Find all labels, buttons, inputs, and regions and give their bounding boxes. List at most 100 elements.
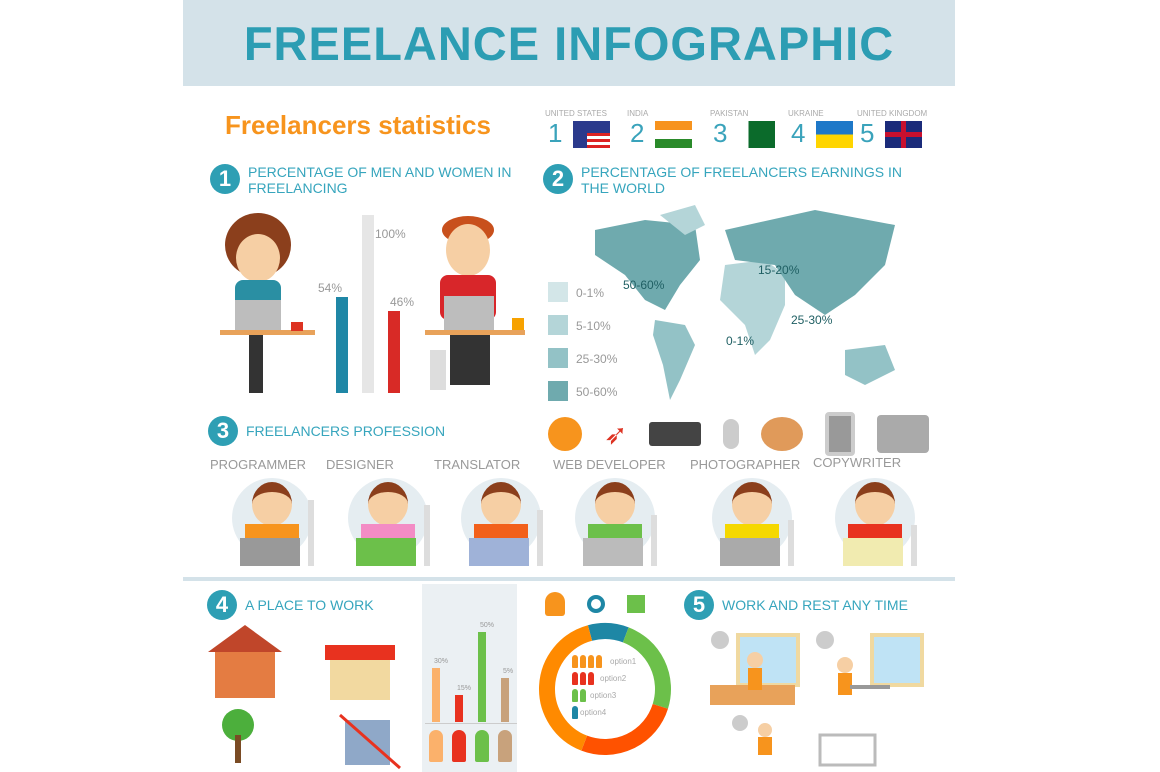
profession-label: PROGRAMMER bbox=[210, 457, 307, 472]
section-number: 5 bbox=[684, 590, 714, 620]
legend-swatch bbox=[548, 315, 568, 335]
person-icon bbox=[498, 730, 512, 762]
person-icon bbox=[588, 655, 594, 668]
donut-option-label: option2 bbox=[600, 674, 627, 683]
profession-shirt bbox=[848, 524, 902, 540]
country-name: UKRAINE bbox=[788, 109, 824, 118]
tree-icon bbox=[222, 709, 254, 741]
gender-bar bbox=[362, 215, 374, 393]
person-icon bbox=[572, 706, 578, 719]
section-title: A PLACE TO WORK bbox=[245, 597, 374, 613]
place-bar-label: 15% bbox=[457, 685, 472, 692]
country-name: UNITED STATES bbox=[545, 109, 607, 118]
donut-option-label: option1 bbox=[610, 657, 637, 666]
country-name: PAKISTAN bbox=[710, 109, 749, 118]
woman-freelancer-illustration bbox=[220, 213, 315, 393]
section-1-heading: 1 PERCENTAGE OF MEN AND WOMEN IN FREELANC… bbox=[210, 164, 530, 196]
place-bar-label: 5% bbox=[503, 668, 514, 675]
profession-label: PHOTOGRAPHER bbox=[690, 457, 801, 472]
us-flag-icon bbox=[573, 121, 610, 148]
section-2-heading: 2 PERCENTAGE OF FREELANCERS EARNINGS IN T… bbox=[543, 164, 923, 196]
map-label: 50-60% bbox=[623, 278, 665, 292]
person-icon bbox=[572, 655, 578, 668]
donut-icons bbox=[545, 592, 645, 616]
profession-person bbox=[855, 482, 895, 526]
india-flag-icon bbox=[655, 121, 692, 148]
world-map bbox=[595, 205, 895, 400]
map-label: 25-30% bbox=[791, 313, 833, 327]
section-number: 2 bbox=[543, 164, 573, 194]
person-icon bbox=[580, 689, 586, 702]
profession-label: DESIGNER bbox=[326, 457, 394, 472]
user-icon bbox=[545, 592, 565, 616]
legend-label: 50-60% bbox=[576, 385, 618, 399]
map-australia bbox=[845, 345, 895, 385]
legend-label: 0-1% bbox=[576, 286, 605, 300]
legend-swatch bbox=[548, 348, 568, 368]
man-freelancer-illustration bbox=[425, 216, 525, 390]
place-bar bbox=[432, 668, 440, 722]
profession-icons: ➶ bbox=[548, 412, 930, 456]
section-divider bbox=[183, 577, 955, 581]
section-title: PERCENTAGE OF FREELANCERS EARNINGS IN TH… bbox=[581, 164, 903, 196]
legend-swatch bbox=[548, 282, 568, 302]
palette-icon bbox=[761, 417, 804, 451]
map-label: 0-1% bbox=[726, 334, 755, 348]
person-icon bbox=[596, 655, 602, 668]
laptop-icon bbox=[469, 538, 529, 566]
person-icon bbox=[452, 730, 466, 762]
profession-bar bbox=[911, 525, 917, 566]
title-banner: FREELANCE INFOGRAPHIC bbox=[183, 0, 955, 86]
donut-option-label: option3 bbox=[590, 691, 617, 700]
clock-icon bbox=[711, 631, 729, 649]
stats-heading: Freelancers statistics bbox=[225, 110, 491, 140]
profession-label: COPYWRITER bbox=[813, 455, 902, 470]
person-icon bbox=[429, 730, 443, 762]
clock-icon bbox=[816, 631, 834, 649]
country-rank: 5 bbox=[860, 118, 875, 148]
profession-bar bbox=[424, 505, 430, 566]
donut-segment bbox=[587, 623, 629, 643]
keyboard-icon bbox=[649, 422, 702, 446]
donut-segment bbox=[622, 627, 671, 709]
section-4-heading: 4 A PLACE TO WORK bbox=[207, 590, 427, 620]
profession-shirt bbox=[725, 524, 779, 540]
person-icon bbox=[588, 672, 594, 685]
laptop-icon bbox=[240, 538, 300, 566]
country-rank: 4 bbox=[791, 118, 806, 148]
country-rank: 3 bbox=[713, 118, 728, 148]
profession-shirt bbox=[588, 524, 642, 540]
profession-bar bbox=[537, 510, 543, 566]
person-icon bbox=[580, 655, 586, 668]
profession-shirt bbox=[361, 524, 415, 540]
person-icon bbox=[475, 730, 489, 762]
donut-option-label: option4 bbox=[580, 708, 607, 717]
person-icon bbox=[572, 672, 578, 685]
rocket-icon: ➶ bbox=[604, 418, 628, 450]
profession-label: TRANSLATOR bbox=[434, 457, 521, 472]
map-africa bbox=[720, 260, 785, 355]
legend-label: 5-10% bbox=[576, 319, 611, 333]
cafe-icon bbox=[330, 655, 390, 700]
section-5-heading: 5 WORK AND REST ANY TIME bbox=[684, 590, 944, 620]
section-title: PERCENTAGE OF MEN AND WOMEN IN FREELANCI… bbox=[248, 164, 512, 196]
person-icon bbox=[580, 672, 586, 685]
place-bar bbox=[501, 678, 509, 722]
home-icon bbox=[627, 595, 645, 613]
section-title: WORK AND REST ANY TIME bbox=[722, 597, 908, 613]
pakistan-flag-icon bbox=[738, 121, 775, 148]
search-icon bbox=[587, 595, 605, 613]
donut-segment bbox=[581, 703, 668, 755]
map-label: 15-20% bbox=[758, 263, 800, 277]
ukraine-flag-icon bbox=[816, 121, 853, 148]
country-rank: 2 bbox=[630, 118, 645, 148]
place-bar-label: 30% bbox=[434, 658, 449, 665]
profession-person bbox=[732, 482, 772, 526]
profession-label: WEB DEVELOPER bbox=[553, 457, 666, 472]
country-name: INDIA bbox=[627, 109, 649, 118]
map-greenland bbox=[660, 205, 705, 235]
work-places-illustration bbox=[208, 625, 401, 770]
person-icon bbox=[572, 689, 578, 702]
country-rank: 1 bbox=[548, 118, 563, 148]
profession-shirt bbox=[245, 524, 299, 540]
